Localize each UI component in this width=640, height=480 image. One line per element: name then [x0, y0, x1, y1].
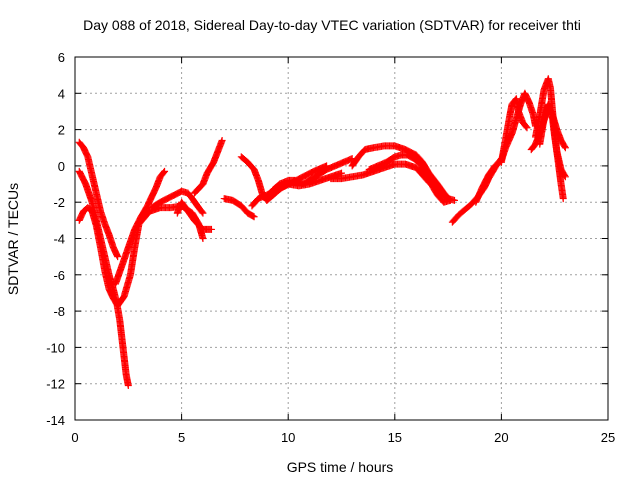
data-point: [523, 124, 531, 132]
data-series: [75, 75, 569, 390]
x-tick-label: 0: [71, 430, 78, 445]
data-point: [561, 144, 569, 152]
data-point: [561, 143, 569, 151]
data-point: [161, 167, 169, 175]
y-tick-label: 2: [58, 123, 65, 138]
y-tick-label: -10: [46, 340, 65, 355]
data-point: [207, 225, 215, 233]
y-tick-label: 4: [58, 86, 65, 101]
series-track-5: [148, 187, 207, 217]
series-track-6: [173, 198, 215, 233]
data-point: [559, 195, 567, 203]
x-tick-label: 5: [178, 430, 185, 445]
x-axis-label: GPS time / hours: [287, 459, 394, 475]
data-point: [199, 209, 207, 217]
series-track-20: [536, 100, 567, 203]
y-tick-label: -12: [46, 377, 65, 392]
axis-ticks: [74, 56, 609, 421]
data-point: [250, 213, 258, 221]
series-track-2: [75, 138, 122, 261]
y-tick-label: -2: [53, 195, 65, 210]
x-tick-label: 25: [601, 430, 615, 445]
y-tick-label: -4: [53, 232, 65, 247]
y-tick-label: -14: [46, 413, 65, 428]
series-track-13: [348, 142, 454, 204]
y-tick-label: 0: [58, 159, 65, 174]
y-tick-label: 6: [58, 50, 65, 65]
data-point: [522, 123, 530, 131]
data-point: [446, 196, 454, 204]
chart-title: Day 088 of 2018, Sidereal Day-to-day VTE…: [83, 17, 581, 33]
x-tick-label: 20: [494, 430, 508, 445]
series-track-11: [263, 155, 356, 204]
series-track-4: [112, 167, 169, 288]
x-tick-label: 10: [281, 430, 295, 445]
data-point: [160, 168, 168, 176]
series-track-7: [190, 136, 226, 197]
series-track-14: [365, 151, 454, 206]
y-tick-label: -8: [53, 304, 65, 319]
series-track-17: [497, 95, 531, 166]
data-point: [124, 382, 132, 390]
data-point: [218, 136, 226, 144]
y-axis-label: SDTVAR / TECUs: [5, 183, 21, 295]
series-track-8: [220, 195, 258, 221]
tick-labels: 0 5 10 15 20 25 -14 -12 -10 -8 -6 -4 -2 0 2 4 6: [46, 50, 615, 445]
data-point: [114, 253, 122, 261]
data-point: [199, 235, 207, 242]
data-point: [249, 212, 257, 220]
x-tick-label: 15: [388, 430, 402, 445]
data-point: [198, 208, 206, 216]
y-tick-label: -6: [53, 268, 65, 283]
